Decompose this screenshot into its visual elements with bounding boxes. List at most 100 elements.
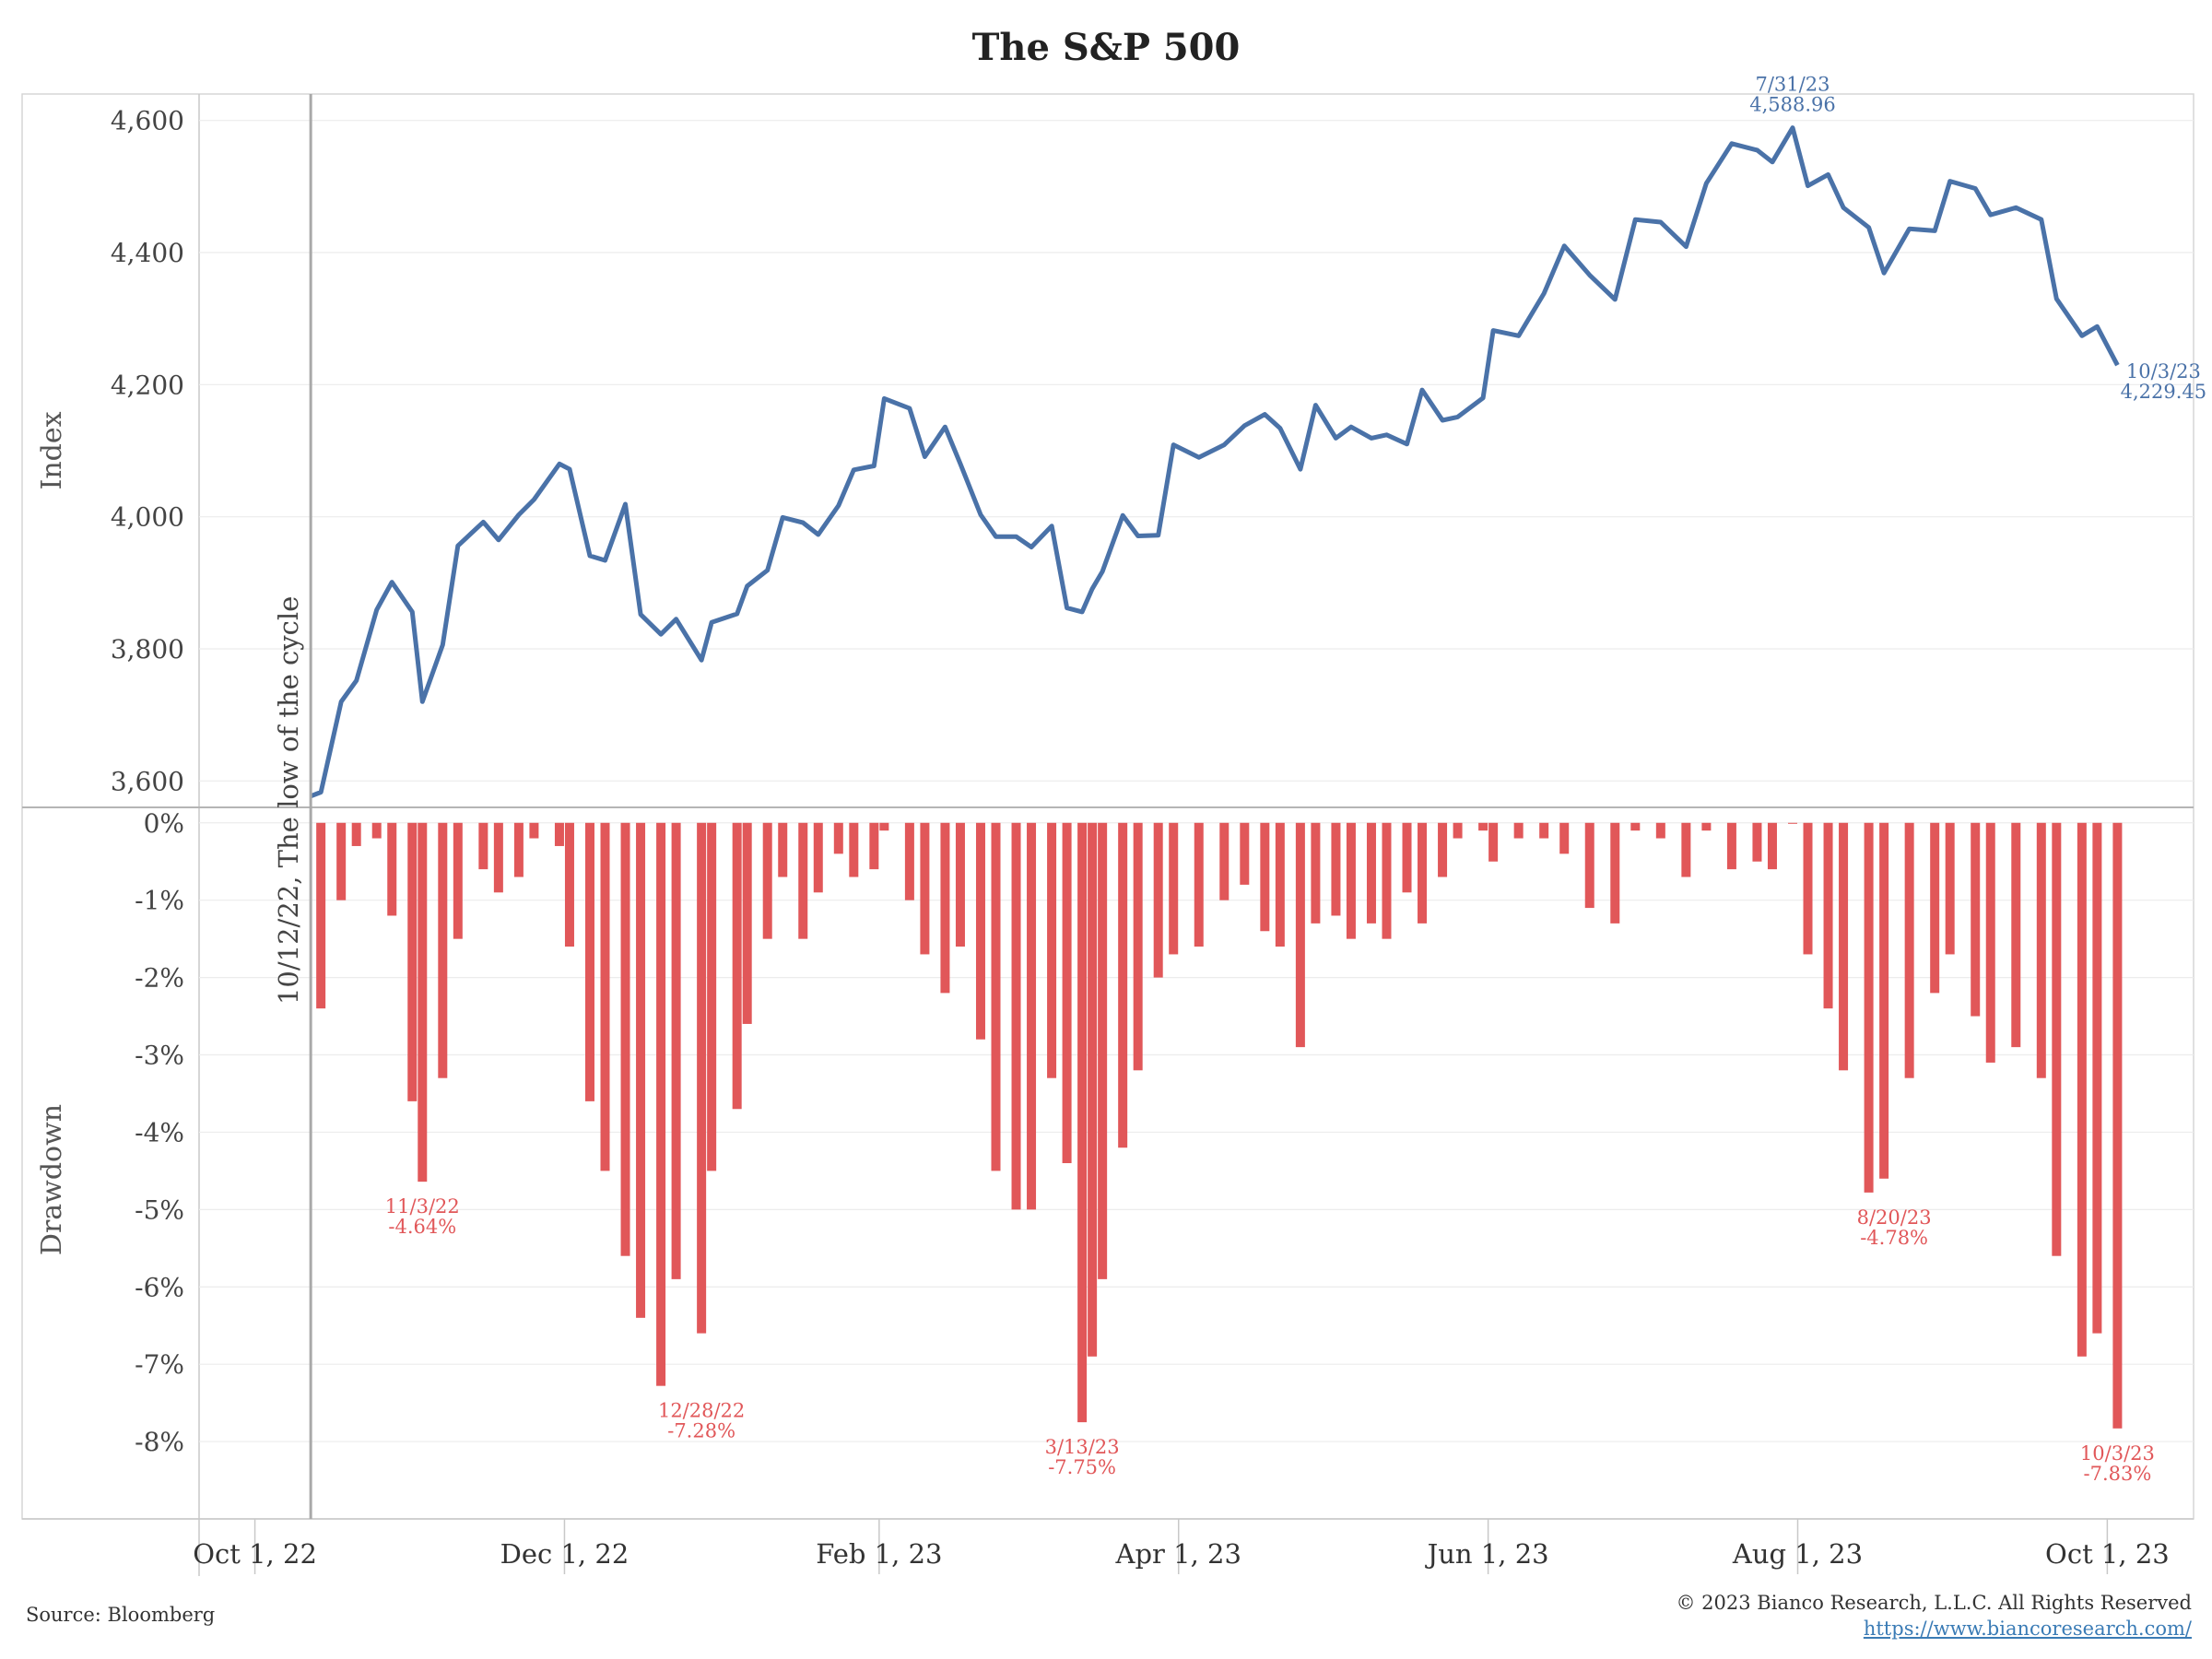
drawdown-bar bbox=[1879, 822, 1889, 1179]
copyright-block: © 2023 Bianco Research, L.L.C. All Right… bbox=[1677, 1590, 2193, 1641]
copyright-text: © 2023 Bianco Research, L.L.C. All Right… bbox=[1676, 1592, 2193, 1614]
drawdown-bar bbox=[1945, 822, 1955, 955]
drawdown-bar bbox=[1513, 822, 1524, 839]
drawdown-bar bbox=[1681, 822, 1691, 877]
drawdown-bar bbox=[849, 822, 859, 877]
drawdown-bar bbox=[798, 822, 808, 939]
drawdown-bar bbox=[1539, 822, 1549, 839]
drawdown-bar bbox=[1864, 822, 1874, 1193]
drawdown-annotation-date: 3/13/23 bbox=[1045, 1436, 1120, 1458]
drawdown-annotation-value: -4.64% bbox=[388, 1216, 456, 1238]
index-tick-label: 4,000 bbox=[111, 502, 184, 533]
drawdown-annotation-date: 12/28/22 bbox=[658, 1400, 745, 1422]
drawdown-bar bbox=[564, 822, 574, 947]
index-tick-label: 4,400 bbox=[111, 238, 184, 268]
drawdown-bar bbox=[1655, 822, 1665, 839]
drawdown-bar bbox=[904, 822, 914, 900]
drawdown-bar bbox=[1803, 822, 1813, 955]
drawdown-bar bbox=[920, 822, 930, 955]
drawdown-tick-label: -6% bbox=[135, 1272, 184, 1302]
drawdown-bar bbox=[387, 822, 397, 916]
drawdown-bar bbox=[1331, 822, 1341, 916]
drawdown-bar bbox=[732, 822, 742, 1110]
drawdown-bar bbox=[1478, 822, 1488, 831]
drawdown-bar bbox=[975, 822, 985, 1040]
annotations: 7/31/234,588.9610/3/234,229.4511/3/22-4.… bbox=[385, 74, 2206, 1485]
drawdown-bar bbox=[1787, 822, 1797, 824]
drawdown-bar bbox=[1240, 822, 1250, 885]
x-tick-label: Jun 1, 23 bbox=[1425, 1538, 1549, 1570]
drawdown-bar bbox=[1930, 822, 1940, 994]
drawdown-bar bbox=[1088, 822, 1098, 1357]
drawdown-annotation-date: 10/3/23 bbox=[2080, 1442, 2155, 1465]
drawdown-bar bbox=[1823, 822, 1833, 1009]
x-tick-label: Dec 1, 22 bbox=[500, 1538, 629, 1570]
drawdown-bar bbox=[453, 822, 463, 939]
drawdown-bar bbox=[869, 822, 879, 870]
drawdown-tick-label: -8% bbox=[135, 1427, 184, 1457]
drawdown-bar bbox=[529, 822, 539, 839]
drawdown-bar bbox=[371, 822, 382, 839]
cycle-low-reference: 10/12/22, The low of the cycle bbox=[273, 94, 312, 1519]
x-tick-label: Aug 1, 23 bbox=[1732, 1538, 1863, 1570]
index-annotation-value: 4,229.45 bbox=[2121, 381, 2207, 403]
drawdown-bar bbox=[1488, 822, 1499, 862]
drawdown-bar bbox=[1311, 822, 1321, 924]
drawdown-annotation-date: 11/3/22 bbox=[385, 1195, 460, 1218]
drawdown-tick-label: -4% bbox=[135, 1117, 184, 1147]
drawdown-bar bbox=[1453, 822, 1463, 839]
drawdown-bar bbox=[1153, 822, 1163, 978]
index-gridlines bbox=[199, 120, 2194, 782]
drawdown-bar bbox=[1011, 822, 1021, 1210]
drawdown-bar bbox=[778, 822, 788, 877]
drawdown-bar bbox=[1098, 822, 1108, 1279]
drawdown-bar bbox=[438, 822, 448, 1078]
drawdown-bar bbox=[656, 822, 666, 1386]
drawdown-bar bbox=[1839, 822, 1849, 1071]
drawdown-bar bbox=[1295, 822, 1305, 1048]
index-line bbox=[310, 125, 2120, 799]
drawdown-bar bbox=[2036, 822, 2046, 1078]
drawdown-bar bbox=[2112, 822, 2123, 1429]
drawdown-bar bbox=[478, 822, 488, 870]
x-tick-label: Oct 1, 23 bbox=[2045, 1538, 2170, 1570]
drawdown-bar bbox=[1118, 822, 1128, 1148]
drawdown-bar bbox=[1610, 822, 1620, 924]
drawdown-bar bbox=[2011, 822, 2021, 1048]
drawdown-bar bbox=[351, 822, 361, 846]
x-tick-label: Feb 1, 23 bbox=[816, 1538, 942, 1570]
drawdown-annotation-value: -7.28% bbox=[667, 1420, 735, 1442]
drawdown-bar bbox=[418, 822, 428, 1182]
drawdown-bar bbox=[1346, 822, 1356, 939]
drawdown-bar bbox=[955, 822, 965, 947]
drawdown-bar bbox=[513, 822, 524, 877]
drawdown-bar bbox=[336, 822, 347, 900]
drawdown-annotation-value: -4.78% bbox=[1860, 1227, 1928, 1249]
drawdown-bar bbox=[707, 822, 717, 1171]
index-annotation-date: 10/3/23 bbox=[2126, 360, 2201, 382]
drawdown-bar bbox=[1752, 822, 1762, 862]
drawdown-bar bbox=[1418, 822, 1428, 924]
drawdown-annotation-date: 8/20/23 bbox=[1857, 1206, 1932, 1229]
chart-frame bbox=[21, 93, 2194, 1576]
drawdown-annotation-value: -7.75% bbox=[1048, 1456, 1116, 1478]
drawdown-tick-label: -3% bbox=[135, 1041, 184, 1071]
drawdown-axis-title: Drawdown bbox=[36, 1104, 68, 1255]
drawdown-bar bbox=[1630, 822, 1641, 831]
drawdown-bar bbox=[636, 822, 646, 1318]
drawdown-bar bbox=[1194, 822, 1204, 947]
drawdown-annotation-value: -7.83% bbox=[2083, 1463, 2151, 1485]
drawdown-bar bbox=[1726, 822, 1736, 870]
drawdown-bar bbox=[1260, 822, 1270, 932]
website-link[interactable]: https://www.biancoresearch.com/ bbox=[1863, 1618, 2192, 1640]
index-tick-label: 4,600 bbox=[111, 106, 184, 136]
drawdown-bar bbox=[600, 822, 610, 1171]
drawdown-bar bbox=[1219, 822, 1230, 900]
drawdown-tick-label: -7% bbox=[135, 1349, 184, 1380]
drawdown-bar bbox=[1382, 822, 1392, 939]
index-tick-label: 3,600 bbox=[111, 766, 184, 796]
index-axis-title: Index bbox=[36, 411, 68, 489]
drawdown-bar bbox=[1275, 822, 1285, 947]
drawdown-bar bbox=[1047, 822, 1057, 1078]
